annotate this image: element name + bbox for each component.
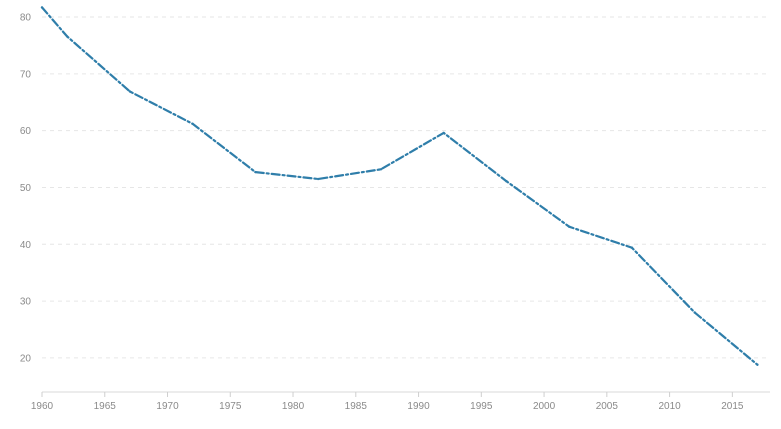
data-point-2017[interactable] <box>756 363 759 366</box>
x-tick-label-1960: 1960 <box>31 401 54 412</box>
data-point-1960[interactable] <box>40 6 44 9</box>
y-tick-label-60: 60 <box>20 126 32 137</box>
x-tick-label-2005: 2005 <box>596 401 619 412</box>
x-tick-label-1995: 1995 <box>470 401 493 412</box>
x-tick-label-2010: 2010 <box>658 401 681 412</box>
x-tick-label-1970: 1970 <box>156 401 179 412</box>
y-tick-label-30: 30 <box>20 297 32 308</box>
data-point-1982[interactable] <box>316 177 320 181</box>
data-point-1987[interactable] <box>379 168 383 171</box>
data-point-2002[interactable] <box>568 225 571 228</box>
x-tick-label-1985: 1985 <box>345 401 368 412</box>
y-tick-label-40: 40 <box>20 240 32 251</box>
data-point-1972[interactable] <box>191 122 194 126</box>
y-tick-label-80: 80 <box>20 13 32 24</box>
y-tick-label-20: 20 <box>20 353 32 364</box>
y-tick-label-70: 70 <box>20 69 32 80</box>
data-point-1997[interactable] <box>505 180 508 183</box>
x-tick-label-2000: 2000 <box>533 401 556 412</box>
data-point-2012[interactable] <box>693 311 696 314</box>
x-tick-label-2015: 2015 <box>721 401 744 412</box>
series-line-0 <box>40 6 759 366</box>
data-point-1962[interactable] <box>65 35 69 38</box>
y-axis: 20 30 40 50 60 70 80 <box>20 13 32 365</box>
x-tick-label-1965: 1965 <box>94 401 117 412</box>
series-group <box>40 6 759 366</box>
data-point-2007[interactable] <box>630 246 634 249</box>
data-point-1967[interactable] <box>128 90 132 93</box>
x-tick-label-1980: 1980 <box>282 401 305 412</box>
data-point-1977[interactable] <box>254 170 257 174</box>
gridlines <box>42 16 770 359</box>
y-tick-label-50: 50 <box>20 183 32 194</box>
x-axis: 1960 1965 1970 1975 1980 1985 1990 1995 2000 2005… <box>31 391 770 412</box>
x-tick-label-1975: 1975 <box>219 401 242 412</box>
data-point-1992[interactable] <box>442 131 445 135</box>
x-tick-label-1990: 1990 <box>407 401 430 412</box>
